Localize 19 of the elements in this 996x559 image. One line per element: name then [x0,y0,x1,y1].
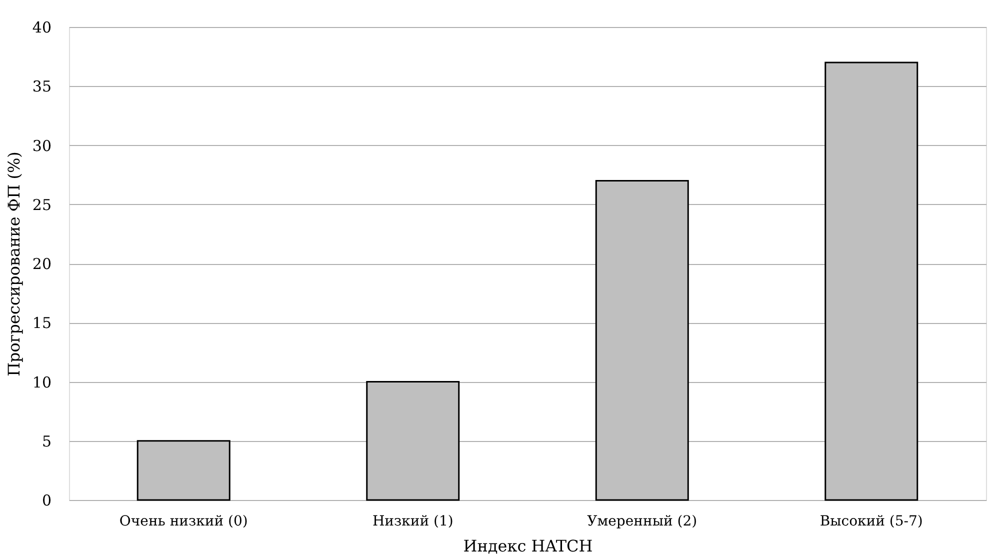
x-tick-label: Умеренный (2) [587,514,698,530]
x-axis-title: Индекс HATCH [463,536,593,556]
bar [824,62,918,501]
x-tick-label: Высокий (5-7) [820,514,923,530]
bar [595,180,689,501]
y-tick-label: 25 [32,196,52,214]
y-tick-label: 15 [32,314,52,332]
y-tick-label: 30 [32,136,52,155]
bar [366,381,460,501]
y-tick-label: 0 [42,492,52,510]
y-axis-title: Прогрессирование ФП (%) [4,152,24,376]
y-tick-label: 20 [32,255,52,273]
y-tick-label: 40 [32,18,52,36]
x-tick-label: Низкий (1) [372,514,454,530]
y-tick-label: 35 [32,78,52,96]
y-tick-label: 10 [32,373,52,392]
x-tick-label: Очень низкий (0) [119,514,248,530]
bar [136,440,230,501]
y-tick-label: 5 [42,432,52,450]
